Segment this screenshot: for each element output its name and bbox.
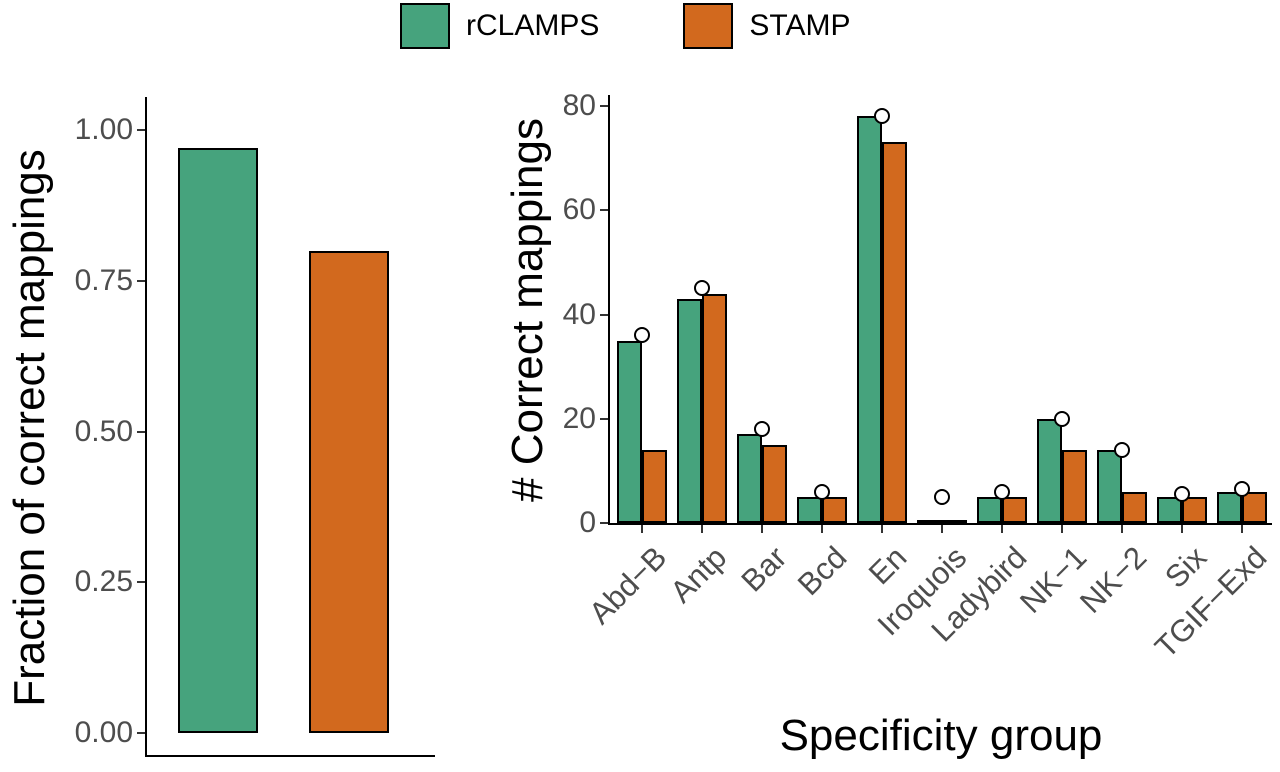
legend: rCLAMPS STAMP xyxy=(400,0,850,52)
right-x-tick-mark xyxy=(641,525,643,533)
marker-open-circle-en xyxy=(874,108,890,124)
bar-stamp-en xyxy=(882,142,907,523)
bar-rclamps-ladybird xyxy=(977,497,1002,523)
bar-stamp-tgif-exd xyxy=(1242,492,1267,523)
x-tick-label-bcd: Bcd xyxy=(790,539,854,603)
marker-open-circle-tgif-exd xyxy=(1234,481,1250,497)
bar-stamp-ladybird xyxy=(1002,497,1027,523)
bar-rclamps-nk-1 xyxy=(1037,419,1062,523)
left-y-tick-mark xyxy=(137,280,145,282)
right-y-tick-label: 40 xyxy=(562,298,596,331)
left-y-tick-label: 0.75 xyxy=(74,264,133,297)
bar-fraction-rclamps xyxy=(178,148,258,733)
bar-stamp-nk-2 xyxy=(1122,492,1147,523)
left-y-tick-label: 1.00 xyxy=(74,113,133,146)
left-y-tick-mark xyxy=(137,129,145,131)
legend-label: STAMP xyxy=(749,9,851,42)
right-y-tick-label: 0 xyxy=(579,506,596,539)
legend-swatch-icon xyxy=(683,3,734,49)
marker-open-circle-ladybird xyxy=(994,484,1010,500)
right-x-axis-title: Specificity group xyxy=(779,711,1103,760)
x-tick-label-antp: Antp xyxy=(663,539,734,610)
marker-open-circle-bcd xyxy=(814,484,830,500)
bar-rclamps-bcd xyxy=(797,497,822,523)
bar-rclamps-tgif-exd xyxy=(1217,492,1242,523)
left-x-axis-line xyxy=(145,755,435,757)
legend-swatch-icon xyxy=(400,3,450,49)
bar-stamp-bar xyxy=(762,445,787,523)
legend-item-stamp: STAMP xyxy=(683,3,850,49)
right-x-tick-mark xyxy=(701,525,703,533)
right-x-tick-mark xyxy=(821,525,823,533)
right-x-tick-mark xyxy=(881,525,883,533)
marker-open-circle-nk-2 xyxy=(1114,442,1130,458)
marker-open-circle-iroquois xyxy=(934,489,950,505)
bar-stamp-nk-1 xyxy=(1062,450,1087,523)
left-y-tick-mark xyxy=(137,732,145,734)
marker-open-circle-nk-1 xyxy=(1054,411,1070,427)
right-y-tick-mark xyxy=(600,418,608,420)
right-y-tick-mark xyxy=(600,314,608,316)
left-y-tick-mark xyxy=(137,431,145,433)
bar-rclamps-en xyxy=(857,116,882,523)
right-y-tick-mark xyxy=(600,105,608,107)
left-y-axis-line xyxy=(145,97,147,757)
zero-bar-iroquois xyxy=(917,520,967,523)
bar-stamp-antp xyxy=(702,294,727,523)
bar-stamp-bcd xyxy=(822,497,847,523)
left-y-tick-label: 0.00 xyxy=(74,716,133,749)
right-y-tick-mark xyxy=(600,522,608,524)
right-y-tick-mark xyxy=(600,209,608,211)
right-x-tick-mark xyxy=(1241,525,1243,533)
left-y-tick-mark xyxy=(137,581,145,583)
bar-stamp-six xyxy=(1182,497,1207,523)
bar-fraction-stamp xyxy=(309,251,389,733)
right-x-axis-line xyxy=(608,523,1272,525)
right-x-tick-mark xyxy=(1181,525,1183,533)
marker-open-circle-abd-b xyxy=(634,327,650,343)
right-x-tick-mark xyxy=(761,525,763,533)
right-y-tick-label: 60 xyxy=(562,193,596,226)
x-tick-label-nk-2: NK−2 xyxy=(1073,539,1154,620)
left-y-tick-label: 0.50 xyxy=(74,415,133,448)
bar-stamp-abd-b xyxy=(642,450,667,523)
bar-rclamps-bar xyxy=(737,434,762,523)
left-y-tick-label: 0.25 xyxy=(74,565,133,598)
marker-open-circle-six xyxy=(1174,486,1190,502)
right-x-tick-mark xyxy=(1121,525,1123,533)
bar-rclamps-nk-2 xyxy=(1097,450,1122,523)
right-y-axis-line xyxy=(608,95,610,525)
right-y-tick-label: 20 xyxy=(562,402,596,435)
right-x-tick-mark xyxy=(941,525,943,533)
marker-open-circle-bar xyxy=(754,421,770,437)
x-tick-label-abd-b: Abd−B xyxy=(582,539,674,631)
x-tick-label-bar: Bar xyxy=(734,539,794,599)
bar-rclamps-abd-b xyxy=(617,341,642,523)
bar-rclamps-antp xyxy=(677,299,702,523)
right-x-tick-mark xyxy=(1061,525,1063,533)
legend-item-rclamps: rCLAMPS xyxy=(400,3,599,49)
right-x-tick-mark xyxy=(1001,525,1003,533)
x-tick-label-nk-1: NK−1 xyxy=(1013,539,1094,620)
marker-open-circle-antp xyxy=(694,280,710,296)
right-y-tick-label: 80 xyxy=(562,89,596,122)
legend-label: rCLAMPS xyxy=(466,9,600,42)
